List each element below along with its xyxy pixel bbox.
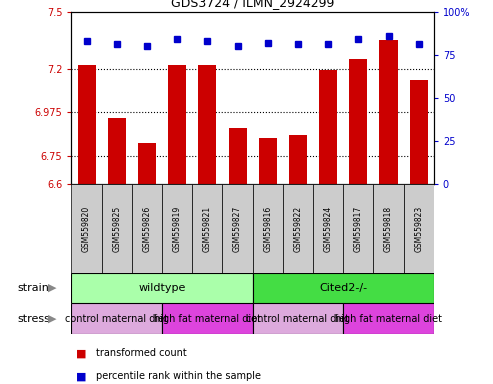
- Bar: [380, 40, 397, 184]
- Title: GDS3724 / ILMN_2924299: GDS3724 / ILMN_2924299: [171, 0, 334, 9]
- Text: percentile rank within the sample: percentile rank within the sample: [96, 371, 261, 381]
- Bar: [107, 118, 126, 184]
- Text: high fat maternal diet: high fat maternal diet: [335, 314, 442, 324]
- Text: Cited2-/-: Cited2-/-: [319, 283, 367, 293]
- Text: strain: strain: [17, 283, 49, 293]
- Text: transformed count: transformed count: [96, 348, 187, 358]
- Bar: [289, 135, 307, 184]
- Bar: [162, 184, 192, 273]
- Bar: [252, 303, 343, 334]
- Text: GSM559816: GSM559816: [263, 205, 272, 252]
- Text: GSM559824: GSM559824: [323, 205, 333, 252]
- Text: ■: ■: [76, 348, 87, 358]
- Bar: [283, 184, 313, 273]
- Bar: [192, 184, 222, 273]
- Bar: [373, 184, 404, 273]
- Bar: [313, 184, 343, 273]
- Bar: [162, 303, 252, 334]
- Bar: [168, 65, 186, 184]
- Bar: [349, 58, 367, 184]
- Bar: [222, 184, 252, 273]
- Bar: [132, 184, 162, 273]
- Text: GSM559826: GSM559826: [142, 205, 151, 252]
- Text: stress: stress: [17, 314, 50, 324]
- Bar: [138, 143, 156, 184]
- Bar: [404, 184, 434, 273]
- Bar: [77, 65, 96, 184]
- Text: GSM559823: GSM559823: [414, 205, 423, 252]
- Bar: [71, 303, 162, 334]
- Text: GSM559827: GSM559827: [233, 205, 242, 252]
- Bar: [71, 273, 252, 303]
- Bar: [259, 138, 277, 184]
- Text: control maternal diet: control maternal diet: [246, 314, 350, 324]
- Bar: [252, 273, 434, 303]
- Text: ▶: ▶: [47, 283, 56, 293]
- Text: GSM559819: GSM559819: [173, 205, 182, 252]
- Text: wildtype: wildtype: [139, 283, 186, 293]
- Bar: [228, 127, 246, 184]
- Bar: [343, 303, 434, 334]
- Text: GSM559821: GSM559821: [203, 205, 212, 252]
- Text: ■: ■: [76, 371, 87, 381]
- Text: GSM559825: GSM559825: [112, 205, 121, 252]
- Bar: [319, 70, 337, 184]
- Text: GSM559822: GSM559822: [293, 205, 303, 252]
- Text: GSM559818: GSM559818: [384, 205, 393, 252]
- Bar: [252, 184, 283, 273]
- Text: GSM559820: GSM559820: [82, 205, 91, 252]
- Bar: [102, 184, 132, 273]
- Bar: [198, 65, 216, 184]
- Bar: [410, 79, 428, 184]
- Text: GSM559817: GSM559817: [354, 205, 363, 252]
- Text: high fat maternal diet: high fat maternal diet: [154, 314, 261, 324]
- Text: control maternal diet: control maternal diet: [65, 314, 168, 324]
- Bar: [71, 184, 102, 273]
- Text: ▶: ▶: [47, 314, 56, 324]
- Bar: [343, 184, 374, 273]
